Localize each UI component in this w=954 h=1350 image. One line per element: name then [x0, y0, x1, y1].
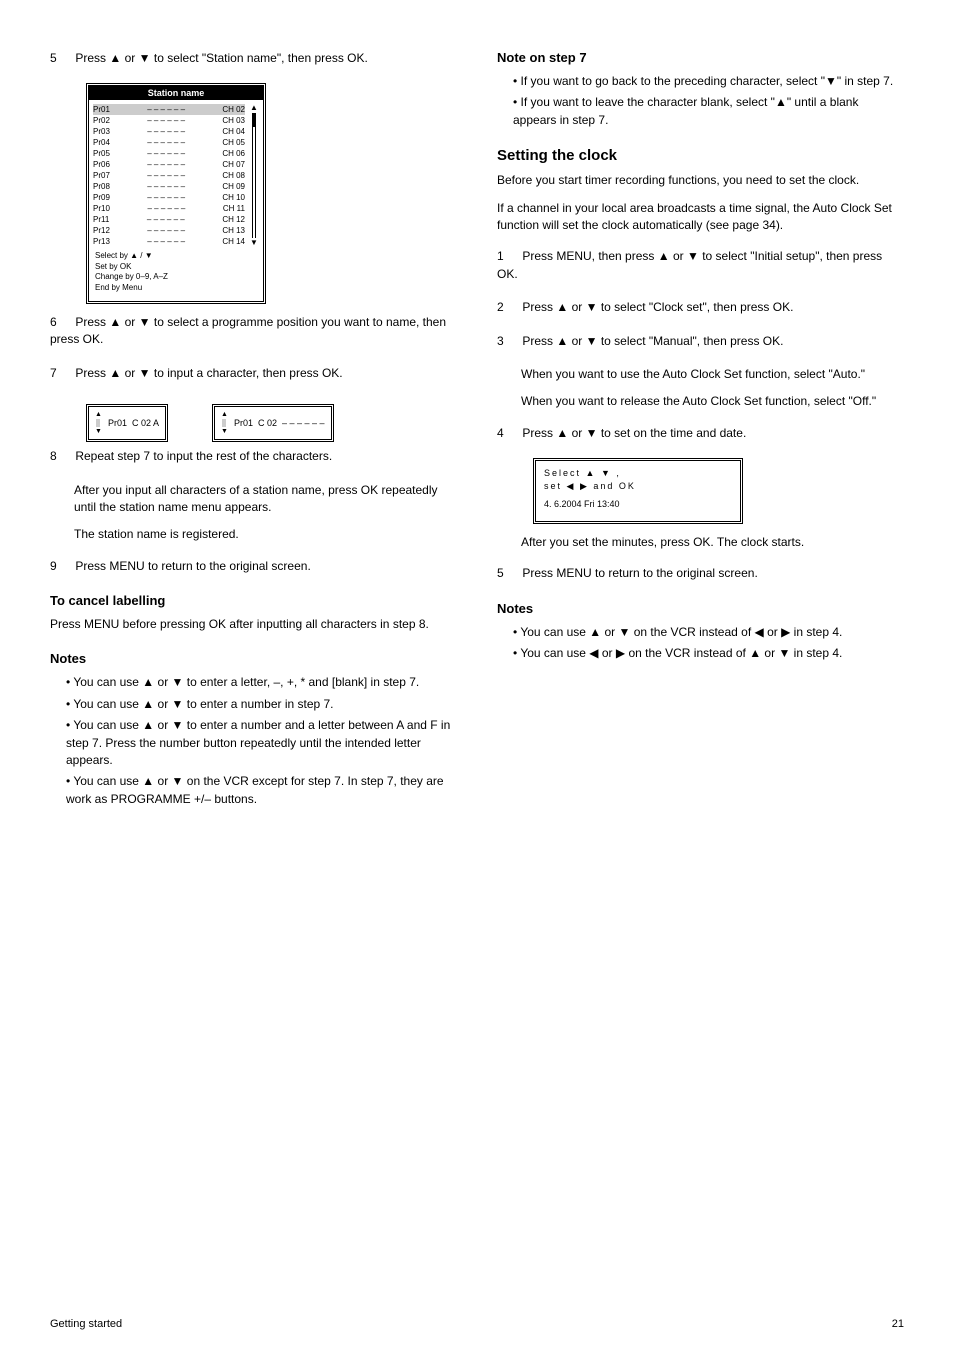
- clock-intro-1: Before you start timer recording functio…: [497, 172, 904, 189]
- menu-list: Pr01 – – – – – – CH 02 Pr02– – – – – –CH…: [93, 104, 249, 247]
- right-step-2: 2 Press ▲ or ▼ to select "Clock set", th…: [497, 299, 904, 316]
- step-5-text: Press ▲ or ▼ to select "Station name", t…: [75, 51, 367, 65]
- right-step-4: 4 Press ▲ or ▼ to set on the time and da…: [497, 425, 904, 442]
- footer-page-number: 21: [892, 1318, 904, 1330]
- menu-hints: Select by ▲ / ▼ Set by OK Change by 0–9,…: [89, 247, 263, 301]
- up-triangle-icon: ▲: [109, 315, 121, 329]
- right-note-1: • You can use ▲ or ▼ on the VCR instead …: [513, 624, 904, 641]
- step4-after-text: After you set the minutes, press OK. The…: [497, 534, 904, 551]
- step-8-result: The station name is registered.: [50, 526, 457, 543]
- setting-clock-heading: Setting the clock: [497, 147, 904, 164]
- menu-row: Pr04– – – – – –CH 05: [93, 137, 245, 148]
- menu-row: Pr06– – – – – –CH 07: [93, 159, 245, 170]
- left-notes-heading: Notes: [50, 651, 457, 666]
- note-step7-heading: Note on step 7: [497, 50, 904, 65]
- menu-row: Pr02– – – – – –CH 03: [93, 115, 245, 126]
- scroll-down-icon: ▼: [250, 239, 258, 247]
- right-step-5: 5 Press MENU to return to the original s…: [497, 565, 904, 582]
- menu-row: Pr05– – – – – –CH 06: [93, 148, 245, 159]
- cancel-labelling-heading: To cancel labelling: [50, 593, 457, 608]
- step-8: 8 Repeat step 7 to input the rest of the…: [50, 448, 457, 465]
- clock-intro-2: If a channel in your local area broadcas…: [497, 200, 904, 235]
- down-triangle-icon: ▼: [139, 51, 151, 65]
- clock-osd-screenshot: Select ▲ ▼ , set ◀ ▶ and OK 4. 6.2004 Fr…: [533, 458, 743, 524]
- menu-row-highlight: Pr01 – – – – – – CH 02: [93, 104, 245, 115]
- menu-row: Pr10– – – – – –CH 11: [93, 203, 245, 214]
- up-triangle-icon: ▲: [109, 51, 121, 65]
- left-note-3: • You can use ▲ or ▼ to enter a number a…: [66, 717, 457, 769]
- character-input-panel-b: ▲▼ Pr01 C 02 – – – – – –: [212, 404, 334, 442]
- down-triangle-icon: ▼: [139, 366, 151, 380]
- menu-row: Pr07– – – – – –CH 08: [93, 170, 245, 181]
- down-triangle-icon: ▼: [139, 315, 151, 329]
- footer-section: Getting started: [50, 1318, 122, 1330]
- note-step7-b: • If you want to leave the character bla…: [513, 94, 904, 129]
- right-step-1: 1 Press MENU, then press ▲ or ▼ to selec…: [497, 248, 904, 283]
- station-name-menu-screenshot: Station name Pr01 – – – – – – CH 02 Pr02…: [86, 83, 266, 304]
- step-5-num: 5: [50, 50, 72, 67]
- left-note-1: • You can use ▲ or ▼ to enter a letter, …: [66, 674, 457, 691]
- clock-off-hint: When you want to release the Auto Clock …: [497, 393, 904, 410]
- right-note-2: • You can use ◀ or ▶ on the VCR instead …: [513, 645, 904, 662]
- up-triangle-icon: ▲: [109, 366, 121, 380]
- left-note-2: • You can use ▲ or ▼ to enter a number i…: [66, 696, 457, 713]
- step-7: 7 Press ▲ or ▼ to input a character, the…: [50, 365, 457, 382]
- note-step7-a: • If you want to go back to the precedin…: [513, 73, 904, 90]
- scroll-up-icon: ▲: [250, 104, 258, 112]
- right-step-3: 3 Press ▲ or ▼ to select "Manual", then …: [497, 333, 904, 350]
- step-6: 6 Press ▲ or ▼ to select a programme pos…: [50, 314, 457, 349]
- menu-title: Station name: [89, 86, 263, 100]
- step-8-extra: After you input all characters of a stat…: [50, 482, 457, 517]
- character-input-panel-a: ▲▼ Pr01 C 02 A: [86, 404, 168, 442]
- right-notes-heading: Notes: [497, 601, 904, 616]
- clock-auto-hint: When you want to use the Auto Clock Set …: [497, 366, 904, 383]
- menu-row: Pr09– – – – – –CH 10: [93, 192, 245, 203]
- step-5: 5 Press ▲ or ▼ to select "Station name",…: [50, 50, 457, 67]
- page-footer: Getting started 21: [50, 1318, 904, 1330]
- menu-scrollbar: ▲ ▼: [249, 104, 259, 247]
- menu-row: Pr08– – – – – –CH 09: [93, 181, 245, 192]
- menu-row: Pr11– – – – – –CH 12: [93, 214, 245, 225]
- step-9: 9 Press MENU to return to the original s…: [50, 558, 457, 575]
- menu-row: Pr12– – – – – –CH 13: [93, 225, 245, 236]
- cancel-labelling-text: Press MENU before pressing OK after inpu…: [50, 616, 457, 633]
- menu-row: Pr03– – – – – –CH 04: [93, 126, 245, 137]
- left-note-4: • You can use ▲ or ▼ on the VCR except f…: [66, 773, 457, 808]
- menu-row: Pr13– – – – – –CH 14: [93, 236, 245, 247]
